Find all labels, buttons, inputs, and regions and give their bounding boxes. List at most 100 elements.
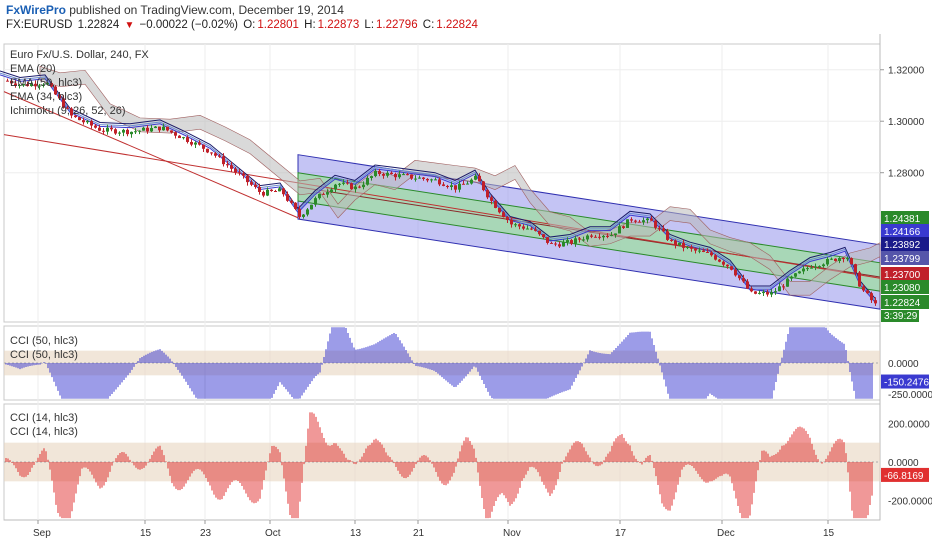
candle-body [322, 193, 325, 195]
candle-body [406, 174, 409, 176]
author-link[interactable]: FxWirePro [6, 3, 66, 17]
chart-svg[interactable]: 1.32000 1.30000 1.28000 1.24381 1.24166 1.238… [0, 34, 932, 550]
candle-body [302, 214, 305, 217]
candle-body [62, 98, 65, 108]
candle-body [54, 86, 57, 95]
candle-body [598, 236, 601, 238]
candle-body [726, 264, 729, 267]
price-pane [3, 43, 881, 323]
candle-body [854, 264, 857, 273]
candle-body [130, 131, 133, 135]
time-tick-label: 23 [200, 528, 212, 539]
candle-body [498, 207, 501, 213]
cci50-value-label: -150.2476 [884, 378, 929, 389]
candle-body [238, 172, 241, 174]
cci50-title-2[interactable]: CCI (50, hlc3) [10, 349, 78, 361]
cci14-title[interactable]: CCI (14, hlc3) [10, 412, 78, 424]
price-label: 1.23700 [884, 270, 921, 281]
candle-body [382, 174, 385, 176]
price-label-box [881, 237, 929, 251]
cci50-title[interactable]: CCI (50, hlc3) [10, 335, 78, 347]
candle-body [234, 168, 237, 173]
candle-body [58, 94, 61, 99]
price-label-box [881, 211, 929, 225]
candle-body [626, 219, 629, 228]
price-tick-label: 1.28000 [888, 169, 925, 180]
candle-body [218, 155, 221, 157]
candle-body [550, 242, 553, 244]
candle-body [710, 252, 713, 256]
candle-body [402, 174, 405, 176]
candle-body [330, 189, 333, 193]
cci14-title-2[interactable]: CCI (14, hlc3) [10, 426, 78, 438]
price-label-box [881, 295, 929, 309]
candle-body [682, 242, 685, 248]
candle-body [798, 271, 801, 274]
candle-body [762, 292, 765, 294]
candle-body [394, 174, 397, 178]
price-label-box [881, 224, 929, 238]
candle-body [658, 227, 661, 229]
chart-area[interactable]: 1.32000 1.30000 1.28000 1.24381 1.24166 1.238… [0, 34, 932, 550]
candle-body [518, 224, 521, 227]
candle-body [470, 179, 473, 184]
candle-body [618, 226, 621, 234]
candle-body [522, 226, 525, 229]
price-label: 1.23799 [884, 254, 921, 265]
candle-body [90, 121, 93, 126]
candle-body [22, 84, 25, 86]
down-arrow-icon: ▼ [124, 20, 135, 31]
candle-body [326, 192, 329, 195]
candle-body [562, 242, 565, 247]
study-ichimoku[interactable]: Ichimoku (9, 26, 52, 26) [10, 105, 126, 117]
candle-body [66, 107, 69, 109]
trendline-long [3, 134, 881, 279]
study-ema34[interactable]: EMA (34, hlc3) [10, 91, 83, 103]
candle-body [578, 238, 581, 240]
study-ema50[interactable]: EMA (50, hlc3) [10, 77, 83, 89]
candle-body [74, 115, 77, 118]
price-label-box [881, 251, 929, 265]
candle-body [534, 229, 537, 231]
candle-body [34, 83, 37, 87]
candle-body [110, 127, 113, 130]
candle-body [166, 126, 169, 131]
candle-body [738, 275, 741, 279]
candle-body [230, 165, 233, 169]
candle-body [294, 202, 297, 209]
close-value: 1.22824 [436, 19, 478, 31]
candle-body [690, 246, 693, 249]
candle-body [850, 258, 853, 265]
study-ema20[interactable]: EMA (20) [10, 63, 56, 75]
candle-body [670, 239, 673, 241]
main-title[interactable]: Euro Fx/U.S. Dollar, 240, FX [10, 49, 149, 61]
symbol-label[interactable]: FX:EURUSD [6, 19, 73, 31]
candle-body [722, 261, 725, 265]
candle-body [82, 120, 85, 123]
candle-body [586, 235, 589, 240]
candle-body [242, 173, 245, 176]
low-value: 1.22796 [376, 19, 418, 31]
candle-body [666, 231, 669, 240]
candle-body [566, 240, 569, 243]
cci14-legend: CCI (14, hlc3) CCI (14, hlc3) [10, 411, 78, 439]
candle-body [298, 208, 301, 217]
candle-body [818, 266, 821, 268]
candle-body [486, 190, 489, 198]
candle-body [474, 175, 477, 180]
candle-body [754, 291, 757, 294]
ema-34-line [0, 72, 876, 301]
candle-body [118, 132, 121, 134]
candle-body [554, 243, 557, 245]
high-label: H: [304, 19, 316, 31]
open-value: 1.22801 [257, 19, 299, 31]
candle-body [290, 200, 293, 203]
price-label: 1.24381 [884, 214, 921, 225]
candle-body [274, 191, 277, 193]
candle-body [286, 194, 289, 201]
candle-body [410, 174, 413, 179]
candle-body [866, 290, 869, 294]
price-change: −0.00022 (−0.02%) [139, 19, 239, 31]
candle-body [186, 137, 189, 142]
candle-body [122, 129, 125, 133]
